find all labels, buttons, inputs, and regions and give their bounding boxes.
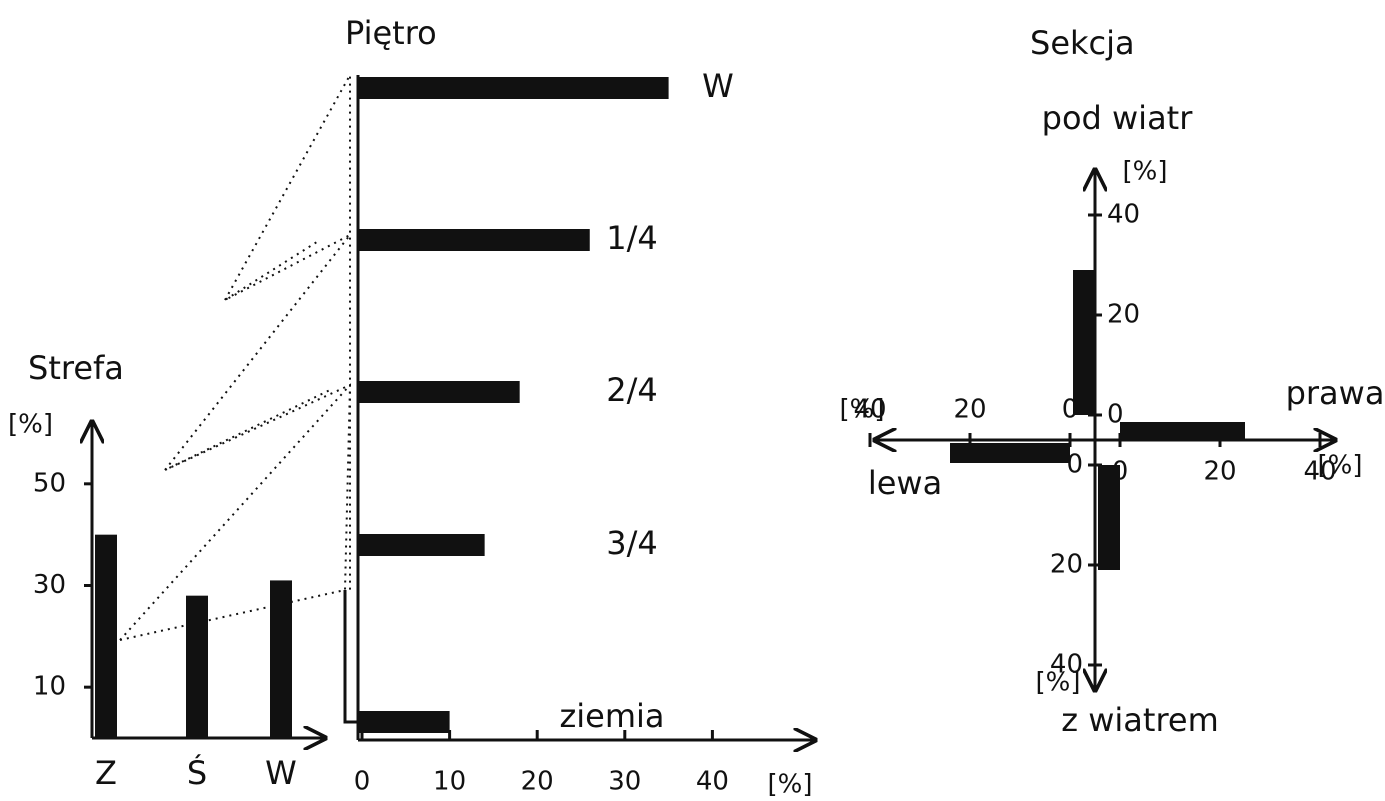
x-tick-label: Z bbox=[95, 754, 117, 792]
figure: Strefa [%] 10 30 50 Z Ś W Piętro 0 10 20 30 40 [%] W 1/4… bbox=[0, 0, 1385, 801]
y-tick-label: 30 bbox=[33, 570, 66, 600]
unit-label: [%] bbox=[1123, 157, 1168, 187]
unit-label: [%] bbox=[840, 395, 885, 425]
tick-label: 20 bbox=[1203, 457, 1236, 487]
x-tick-label: 40 bbox=[696, 767, 729, 797]
direction-label: pod wiatr bbox=[1042, 99, 1194, 137]
direction-label: lewa bbox=[868, 464, 942, 502]
y-tick-label: 50 bbox=[33, 468, 66, 498]
bar bbox=[358, 229, 590, 251]
category-label: W bbox=[702, 67, 734, 105]
chart-title: Sekcja bbox=[1030, 24, 1135, 62]
direction-label: z wiatrem bbox=[1061, 701, 1219, 739]
tick-label: 0 bbox=[1062, 395, 1079, 425]
x-tick-label: W bbox=[265, 754, 297, 792]
x-tick-label: 0 bbox=[354, 767, 371, 797]
x-tick-label: 20 bbox=[521, 767, 554, 797]
chart-title: Strefa bbox=[28, 349, 124, 387]
tick-label: 40 bbox=[1107, 200, 1140, 230]
bar bbox=[950, 443, 1070, 463]
unit-label: [%] bbox=[1318, 451, 1363, 481]
tick-label: 20 bbox=[1050, 550, 1083, 580]
bar bbox=[1098, 465, 1120, 570]
bar bbox=[1120, 422, 1245, 440]
bar bbox=[358, 77, 669, 99]
bar bbox=[95, 535, 117, 738]
y-tick-label: 10 bbox=[33, 672, 66, 702]
bar bbox=[186, 596, 208, 738]
bar bbox=[270, 580, 292, 738]
category-label: 1/4 bbox=[606, 219, 658, 257]
x-tick-label: 10 bbox=[433, 767, 466, 797]
x-axis-label: [%] bbox=[768, 770, 813, 800]
bar bbox=[358, 381, 520, 403]
bar bbox=[358, 534, 485, 556]
unit-label: [%] bbox=[1036, 668, 1081, 698]
bar bbox=[1073, 270, 1095, 415]
y-axis-label: [%] bbox=[8, 410, 53, 440]
direction-label: prawa bbox=[1286, 374, 1385, 412]
projection-lines bbox=[120, 75, 350, 640]
tick-label: 20 bbox=[953, 395, 986, 425]
x-tick-label: 30 bbox=[608, 767, 641, 797]
chart-title: Piętro bbox=[345, 14, 437, 52]
category-label: 3/4 bbox=[606, 524, 658, 562]
tick-label: 20 bbox=[1107, 300, 1140, 330]
category-label: 2/4 bbox=[606, 371, 658, 409]
x-tick-label: Ś bbox=[187, 753, 207, 792]
category-label: ziemia bbox=[559, 697, 664, 735]
bar bbox=[358, 711, 450, 733]
